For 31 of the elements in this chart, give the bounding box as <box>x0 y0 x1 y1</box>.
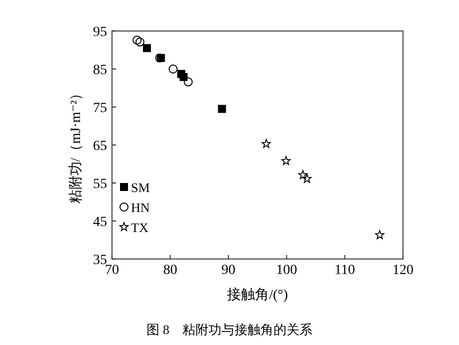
point <box>281 156 291 165</box>
y-tick-label: 95 <box>93 25 107 40</box>
point <box>135 38 144 47</box>
y-tick-label: 45 <box>93 215 107 230</box>
x-tick-label: 110 <box>334 263 356 278</box>
y-tick-label: 85 <box>93 63 107 78</box>
point <box>184 77 193 86</box>
y-tick-label: 65 <box>93 139 107 154</box>
point <box>375 230 384 240</box>
point <box>262 139 271 148</box>
y-tick-label: 55 <box>93 177 107 192</box>
caption: 图 8 粘附功与接触角的关系 <box>146 322 312 337</box>
point <box>168 64 178 74</box>
x-axis-title: 接触角/(°) <box>227 287 288 303</box>
point <box>180 72 188 81</box>
legend-label: HN <box>131 200 150 215</box>
x-tick-label: 120 <box>392 263 414 278</box>
point <box>218 104 226 113</box>
point <box>298 170 308 180</box>
x-tick-label: 100 <box>276 263 298 278</box>
x-tick-label: 90 <box>221 263 236 278</box>
legend-label: SM <box>131 180 150 195</box>
y-axis-title: 粘附功/（mJ·m⁻²） <box>68 86 84 204</box>
point <box>142 44 151 52</box>
point <box>132 36 142 45</box>
point <box>302 174 312 183</box>
y-tick-label: 75 <box>93 101 107 116</box>
y-tick-label: 35 <box>93 253 107 268</box>
x-tick-label: 70 <box>105 263 119 278</box>
x-tick-label: 80 <box>163 263 178 278</box>
legend-label: TX <box>131 220 149 235</box>
